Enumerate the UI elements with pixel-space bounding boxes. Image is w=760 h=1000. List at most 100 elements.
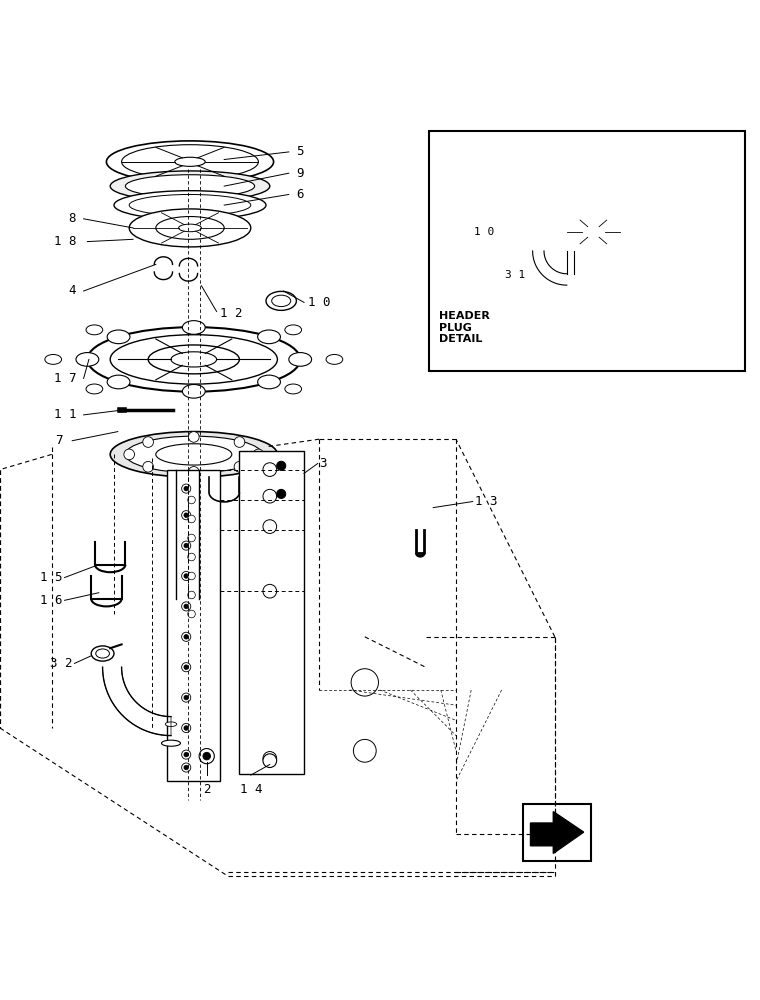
Circle shape bbox=[188, 572, 195, 580]
Text: 1 6: 1 6 bbox=[40, 594, 62, 607]
Polygon shape bbox=[167, 470, 220, 781]
Ellipse shape bbox=[125, 436, 262, 473]
Circle shape bbox=[184, 604, 188, 609]
Text: 1 8: 1 8 bbox=[53, 235, 76, 248]
Circle shape bbox=[517, 206, 526, 216]
Circle shape bbox=[182, 484, 191, 493]
Ellipse shape bbox=[559, 244, 569, 250]
Ellipse shape bbox=[125, 175, 255, 198]
Ellipse shape bbox=[110, 432, 277, 477]
Ellipse shape bbox=[182, 384, 205, 398]
Circle shape bbox=[184, 765, 188, 770]
Circle shape bbox=[184, 574, 188, 578]
Text: HEADER
PLUG
DETAIL: HEADER PLUG DETAIL bbox=[439, 311, 489, 344]
Ellipse shape bbox=[91, 646, 114, 661]
Ellipse shape bbox=[618, 214, 629, 220]
Ellipse shape bbox=[614, 191, 622, 204]
Circle shape bbox=[182, 723, 191, 733]
Text: 3: 3 bbox=[319, 457, 327, 470]
Ellipse shape bbox=[618, 244, 629, 250]
Ellipse shape bbox=[285, 325, 302, 335]
Circle shape bbox=[188, 496, 195, 504]
Circle shape bbox=[351, 669, 378, 696]
Ellipse shape bbox=[266, 291, 296, 310]
Bar bbox=[523, 804, 591, 861]
Circle shape bbox=[353, 739, 376, 762]
Ellipse shape bbox=[107, 375, 130, 389]
Ellipse shape bbox=[524, 209, 537, 218]
Circle shape bbox=[182, 750, 191, 759]
Polygon shape bbox=[530, 812, 584, 853]
Ellipse shape bbox=[87, 327, 300, 392]
Ellipse shape bbox=[650, 209, 662, 218]
Ellipse shape bbox=[565, 260, 572, 273]
Circle shape bbox=[188, 467, 199, 477]
Ellipse shape bbox=[45, 354, 62, 364]
Circle shape bbox=[184, 665, 188, 669]
Ellipse shape bbox=[129, 209, 251, 247]
Bar bbox=[429, 131, 745, 371]
Circle shape bbox=[182, 541, 191, 550]
Circle shape bbox=[617, 267, 626, 276]
Ellipse shape bbox=[565, 217, 622, 247]
Text: 1 0: 1 0 bbox=[308, 296, 331, 309]
Text: 1 2: 1 2 bbox=[220, 307, 243, 320]
Text: 1 3: 1 3 bbox=[475, 495, 498, 508]
Circle shape bbox=[143, 437, 154, 447]
Ellipse shape bbox=[258, 375, 280, 389]
Ellipse shape bbox=[76, 353, 99, 366]
Circle shape bbox=[182, 763, 191, 772]
Ellipse shape bbox=[114, 191, 266, 220]
Circle shape bbox=[188, 534, 195, 542]
Circle shape bbox=[184, 752, 188, 757]
Circle shape bbox=[617, 188, 626, 197]
Ellipse shape bbox=[129, 194, 251, 216]
Ellipse shape bbox=[524, 246, 537, 255]
Text: 1 1: 1 1 bbox=[53, 408, 76, 421]
Circle shape bbox=[263, 520, 277, 533]
Text: 3 2: 3 2 bbox=[49, 657, 72, 670]
Circle shape bbox=[188, 432, 199, 442]
Ellipse shape bbox=[559, 214, 569, 220]
Ellipse shape bbox=[582, 226, 605, 238]
Ellipse shape bbox=[182, 321, 205, 334]
Circle shape bbox=[517, 248, 526, 257]
Circle shape bbox=[263, 489, 277, 503]
Ellipse shape bbox=[546, 229, 557, 235]
Ellipse shape bbox=[630, 229, 641, 235]
Circle shape bbox=[277, 461, 286, 470]
Ellipse shape bbox=[171, 352, 217, 367]
Ellipse shape bbox=[565, 191, 572, 204]
Ellipse shape bbox=[289, 353, 312, 366]
Circle shape bbox=[199, 749, 214, 764]
Circle shape bbox=[182, 663, 191, 672]
Text: 1 7: 1 7 bbox=[53, 372, 76, 385]
Text: 3 1: 3 1 bbox=[505, 270, 526, 280]
Ellipse shape bbox=[552, 209, 635, 255]
Text: 1 0: 1 0 bbox=[473, 227, 494, 237]
Ellipse shape bbox=[258, 330, 280, 344]
Ellipse shape bbox=[179, 224, 201, 232]
Ellipse shape bbox=[326, 354, 343, 364]
Circle shape bbox=[234, 461, 245, 472]
Text: 5: 5 bbox=[296, 145, 304, 158]
Circle shape bbox=[184, 543, 188, 548]
Circle shape bbox=[143, 461, 154, 472]
Ellipse shape bbox=[285, 384, 302, 394]
Ellipse shape bbox=[106, 141, 274, 183]
Circle shape bbox=[182, 602, 191, 611]
Circle shape bbox=[184, 726, 188, 730]
Text: 1 5: 1 5 bbox=[40, 571, 62, 584]
Text: 4: 4 bbox=[68, 284, 76, 298]
Ellipse shape bbox=[614, 260, 622, 273]
Text: 9: 9 bbox=[296, 167, 304, 180]
Circle shape bbox=[560, 267, 569, 276]
Circle shape bbox=[263, 754, 277, 768]
Ellipse shape bbox=[110, 335, 277, 384]
Text: 2: 2 bbox=[203, 783, 211, 796]
Circle shape bbox=[124, 449, 135, 460]
Polygon shape bbox=[239, 451, 304, 774]
Circle shape bbox=[277, 489, 286, 498]
Circle shape bbox=[661, 206, 670, 216]
Circle shape bbox=[661, 248, 670, 257]
